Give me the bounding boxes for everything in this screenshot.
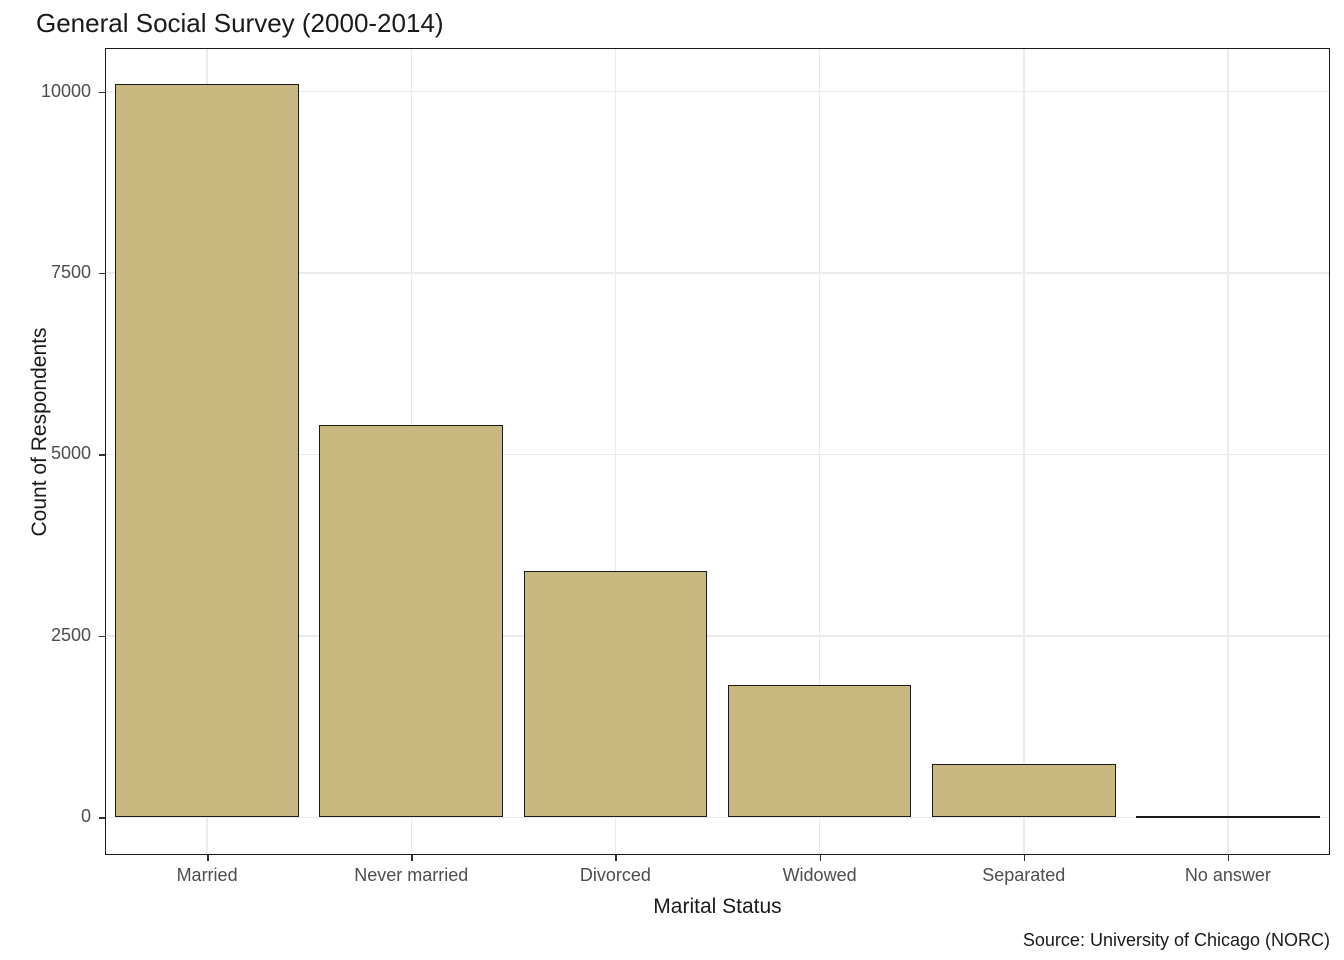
bar bbox=[932, 764, 1116, 818]
y-tick-mark bbox=[99, 92, 105, 94]
x-tick-label: Separated bbox=[922, 865, 1126, 886]
bar bbox=[728, 685, 912, 817]
x-tick-mark bbox=[1024, 855, 1026, 861]
chart-caption: Source: University of Chicago (NORC) bbox=[0, 930, 1330, 951]
x-tick-label: Divorced bbox=[513, 865, 717, 886]
y-tick-mark bbox=[99, 817, 105, 819]
y-tick-mark bbox=[99, 636, 105, 638]
y-tick-label: 0 bbox=[0, 806, 91, 827]
x-tick-label: No answer bbox=[1126, 865, 1330, 886]
bar bbox=[1136, 816, 1320, 818]
chart-container: General Social Survey (2000-2014)0250050… bbox=[0, 0, 1344, 960]
x-tick-label: Married bbox=[105, 865, 309, 886]
x-tick-mark bbox=[615, 855, 617, 861]
x-tick-mark bbox=[411, 855, 413, 861]
y-axis-label: Count of Respondents bbox=[28, 302, 52, 562]
x-tick-label: Widowed bbox=[718, 865, 922, 886]
x-tick-mark bbox=[1228, 855, 1230, 861]
y-tick-label: 7500 bbox=[0, 262, 91, 283]
x-tick-label: Never married bbox=[309, 865, 513, 886]
y-tick-label: 2500 bbox=[0, 625, 91, 646]
bar bbox=[319, 425, 503, 817]
gridline-v bbox=[1023, 48, 1025, 855]
chart-title: General Social Survey (2000-2014) bbox=[36, 8, 444, 39]
y-tick-label: 10000 bbox=[0, 81, 91, 102]
gridline-v bbox=[1227, 48, 1229, 855]
x-axis-label: Marital Status bbox=[105, 895, 1330, 919]
bar bbox=[524, 571, 708, 818]
bar bbox=[115, 84, 299, 817]
y-tick-mark bbox=[99, 454, 105, 456]
y-tick-mark bbox=[99, 273, 105, 275]
plot-area bbox=[105, 48, 1330, 855]
x-tick-mark bbox=[820, 855, 822, 861]
x-tick-mark bbox=[207, 855, 209, 861]
